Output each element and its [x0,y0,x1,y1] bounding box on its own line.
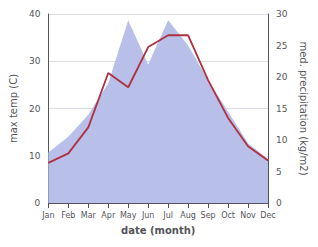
svg-text:Apr: Apr [101,211,116,220]
svg-text:40: 40 [29,9,41,19]
svg-text:20: 20 [276,72,288,82]
svg-text:5: 5 [276,167,282,177]
svg-text:20: 20 [29,104,41,114]
svg-text:Jan: Jan [41,211,54,220]
svg-text:25: 25 [276,41,287,51]
svg-text:Jun: Jun [141,211,155,220]
svg-text:Sep: Sep [201,211,216,220]
svg-text:Aug: Aug [180,211,196,220]
svg-text:30: 30 [276,9,288,19]
svg-text:0: 0 [35,198,41,208]
svg-text:10: 10 [276,135,288,145]
svg-text:Dec: Dec [260,211,275,220]
svg-text:max temp (C): max temp (C) [8,74,19,143]
svg-text:med. precipitation (kg/m2): med. precipitation (kg/m2) [298,41,309,175]
svg-text:10: 10 [29,151,41,161]
svg-text:Jul: Jul [162,211,173,220]
svg-text:Mar: Mar [81,211,97,220]
svg-text:date (month): date (month) [121,225,195,236]
svg-text:Oct: Oct [221,211,235,220]
svg-text:May: May [120,211,137,220]
svg-text:15: 15 [276,104,287,114]
svg-text:Feb: Feb [61,211,75,220]
svg-text:0: 0 [276,198,282,208]
svg-text:Nov: Nov [240,211,256,220]
svg-text:30: 30 [29,56,41,66]
